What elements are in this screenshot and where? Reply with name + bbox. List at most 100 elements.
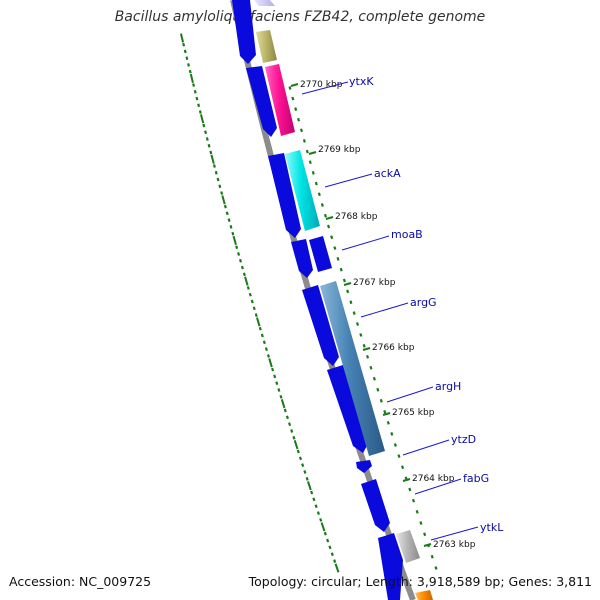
gene-box-bottom[interactable] xyxy=(415,590,433,600)
kbp-tick: 2767 kbp xyxy=(343,278,396,288)
ruler-tick xyxy=(393,443,397,447)
gene-label-argH[interactable]: argH xyxy=(386,380,461,403)
gene-box-ytxK[interactable] xyxy=(265,64,295,136)
ruler-tick xyxy=(210,154,215,164)
ruler-tick xyxy=(221,195,226,205)
ruler-tick xyxy=(195,96,199,101)
ruler-tick xyxy=(227,218,231,222)
ruler-tick xyxy=(376,387,380,392)
ruler-tick xyxy=(198,110,202,114)
ruler-tick xyxy=(229,225,233,229)
ruler-tick xyxy=(333,246,337,250)
ruler-tick xyxy=(290,429,294,433)
ruler-tick xyxy=(199,114,205,124)
ruler-tick xyxy=(419,521,423,525)
gene-arrow[interactable] xyxy=(232,0,256,64)
gene-label-fabG[interactable]: fabG xyxy=(414,472,489,495)
ruler-tick xyxy=(330,552,334,557)
plus-strand-genes xyxy=(254,0,433,600)
gene-label-moaB[interactable]: moaB xyxy=(341,228,423,251)
ruler-tick xyxy=(311,171,315,175)
ruler-tick xyxy=(316,511,320,515)
ruler-tick xyxy=(256,317,261,327)
gene-label-ytxK[interactable]: ytxK xyxy=(301,75,374,95)
gene-label-ackA[interactable]: ackA xyxy=(324,167,401,188)
ruler-tick xyxy=(346,289,350,294)
ruler-tick xyxy=(397,454,401,458)
gene-arrow[interactable] xyxy=(327,365,368,453)
ruler-tick xyxy=(189,73,194,83)
ruler-tick xyxy=(220,191,224,195)
ruler-tick xyxy=(305,476,309,481)
ruler-tick xyxy=(268,358,273,368)
ruler-tick xyxy=(301,463,305,468)
ruler-tick xyxy=(404,476,408,481)
ruler-tick xyxy=(430,554,434,559)
gene-labels: ytxK ackA moaB argG argH ytzD fabG ytkL xyxy=(301,75,504,541)
ruler-tick xyxy=(212,164,216,168)
gene-box-moaB[interactable] xyxy=(309,236,332,272)
gene-label-argG[interactable]: argG xyxy=(360,296,437,318)
ruler-tick xyxy=(288,422,292,426)
ruler-tick xyxy=(179,33,185,43)
kbp-tick: 2766 kbp xyxy=(362,343,415,353)
ruler-tick xyxy=(205,137,209,141)
gene-arrow[interactable] xyxy=(268,153,301,238)
ruler-tick xyxy=(182,42,186,47)
ruler-tick xyxy=(197,103,201,108)
gene-box-ackA[interactable] xyxy=(285,150,320,231)
ruler-tick xyxy=(185,56,189,60)
kbp-tick: 2768 kbp xyxy=(325,212,378,222)
ruler-tick xyxy=(349,300,353,305)
svg-text:moaB: moaB xyxy=(391,228,423,241)
ruler-tick xyxy=(271,367,275,372)
kbp-label: 2763 kbp xyxy=(433,540,476,550)
ruler-tick xyxy=(359,333,363,337)
kbp-tick: 2770 kbp xyxy=(290,80,343,90)
ruler-tick xyxy=(408,487,412,492)
svg-text:ytzD: ytzD xyxy=(451,433,476,446)
ruler-tick xyxy=(262,340,266,345)
ruler-tick xyxy=(320,203,324,207)
ruler-tick xyxy=(352,311,356,315)
accession-label: Accession: NC_009725 xyxy=(9,574,152,589)
svg-text:argH: argH xyxy=(435,380,461,393)
gene-arrow[interactable] xyxy=(302,285,339,366)
gene-box-khaki[interactable] xyxy=(256,30,277,63)
ruler-tick xyxy=(266,354,270,358)
ruler-tick xyxy=(244,276,249,286)
ruler-tick xyxy=(312,497,316,502)
gene-arrow[interactable] xyxy=(361,479,390,532)
svg-text:ytkL: ytkL xyxy=(480,521,504,534)
ruler-tick xyxy=(285,415,289,420)
gene-label-ytkL[interactable]: ytkL xyxy=(430,521,504,541)
ruler-tick xyxy=(342,278,346,283)
ruler-tick xyxy=(279,394,283,399)
kbp-tick: 2764 kbp xyxy=(402,474,455,484)
ruler-tick xyxy=(333,559,337,563)
ruler-tick xyxy=(188,69,192,74)
ruler-tick xyxy=(248,292,252,297)
gene-arrow[interactable] xyxy=(246,66,277,137)
ruler-tick xyxy=(415,509,419,514)
ruler-tick xyxy=(223,204,227,209)
gene-arrow[interactable] xyxy=(356,460,372,473)
ruler-tick xyxy=(366,354,370,359)
gene-box-argG[interactable] xyxy=(320,281,385,456)
ruler-tick xyxy=(307,481,312,491)
ruler-tick xyxy=(314,181,318,186)
gene-arrow[interactable] xyxy=(291,239,313,278)
ruler-tick xyxy=(214,170,218,175)
svg-text:argG: argG xyxy=(410,296,437,309)
svg-text:ackA: ackA xyxy=(374,167,401,180)
ruler-tick xyxy=(297,117,301,122)
gene-box-ytkL[interactable] xyxy=(396,530,420,563)
kbp-scale: 2770 kbp 2769 kbp 2768 kbp 2767 kbp 2766… xyxy=(288,80,476,570)
gene-arrow[interactable] xyxy=(378,533,403,600)
ruler-tick xyxy=(336,256,340,261)
ruler-tick xyxy=(411,498,416,503)
ruler-tick xyxy=(355,322,360,326)
gene-box-top[interactable] xyxy=(254,0,275,6)
gene-label-ytzD[interactable]: ytzD xyxy=(402,433,476,456)
